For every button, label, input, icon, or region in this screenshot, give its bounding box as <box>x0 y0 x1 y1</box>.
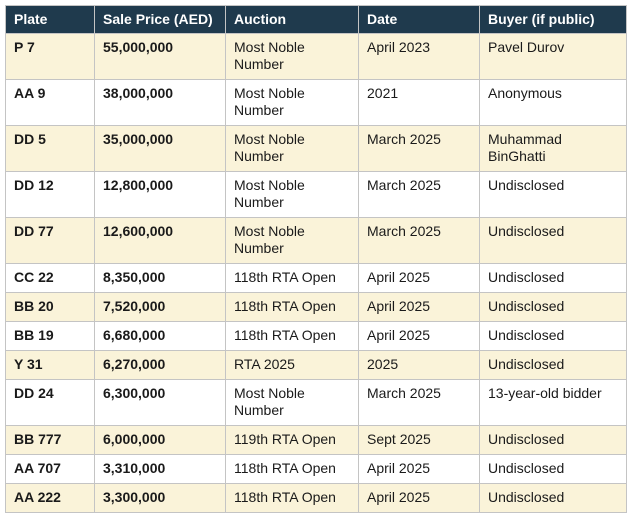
cell-price: 8,350,000 <box>94 263 226 293</box>
cell-auction: Most Noble Number <box>225 171 359 218</box>
cell-price: 6,680,000 <box>94 321 226 351</box>
cell-date: March 2025 <box>358 379 480 426</box>
table-row: AA 707 3,310,000 118th RTA Open April 20… <box>5 454 627 484</box>
cell-price: 6,270,000 <box>94 350 226 380</box>
cell-auction: 119th RTA Open <box>225 425 359 455</box>
cell-plate: DD 24 <box>5 379 95 426</box>
column-header-plate: Plate <box>5 5 95 34</box>
cell-price: 12,600,000 <box>94 217 226 264</box>
cell-date: April 2025 <box>358 454 480 484</box>
cell-date: 2025 <box>358 350 480 380</box>
cell-price: 55,000,000 <box>94 33 226 80</box>
cell-date: 2021 <box>358 79 480 126</box>
table-row: BB 19 6,680,000 118th RTA Open April 202… <box>5 321 627 351</box>
cell-auction: 118th RTA Open <box>225 483 359 513</box>
table-row: DD 5 35,000,000 Most Noble Number March … <box>5 125 627 172</box>
column-header-price: Sale Price (AED) <box>94 5 226 34</box>
cell-auction: 118th RTA Open <box>225 321 359 351</box>
cell-plate: DD 5 <box>5 125 95 172</box>
cell-price: 3,300,000 <box>94 483 226 513</box>
cell-date: April 2025 <box>358 321 480 351</box>
cell-auction: Most Noble Number <box>225 379 359 426</box>
cell-plate: AA 222 <box>5 483 95 513</box>
cell-plate: Y 31 <box>5 350 95 380</box>
cell-buyer: 13-year-old bidder <box>479 379 627 426</box>
cell-price: 35,000,000 <box>94 125 226 172</box>
cell-buyer: Pavel Durov <box>479 33 627 80</box>
table-row: BB 777 6,000,000 119th RTA Open Sept 202… <box>5 425 627 455</box>
column-header-buyer: Buyer (if public) <box>479 5 627 34</box>
cell-buyer: Undisclosed <box>479 217 627 264</box>
cell-buyer: Undisclosed <box>479 425 627 455</box>
cell-plate: CC 22 <box>5 263 95 293</box>
cell-date: April 2025 <box>358 263 480 293</box>
plate-sales-table: Plate Sale Price (AED) Auction Date Buye… <box>5 5 627 513</box>
cell-date: March 2025 <box>358 171 480 218</box>
cell-price: 6,300,000 <box>94 379 226 426</box>
column-header-date: Date <box>358 5 480 34</box>
cell-date: Sept 2025 <box>358 425 480 455</box>
cell-buyer: Muhammad BinGhatti <box>479 125 627 172</box>
table-row: CC 22 8,350,000 118th RTA Open April 202… <box>5 263 627 293</box>
cell-buyer: Undisclosed <box>479 263 627 293</box>
cell-date: April 2025 <box>358 483 480 513</box>
table-row: AA 9 38,000,000 Most Noble Number 2021 A… <box>5 79 627 126</box>
cell-plate: DD 77 <box>5 217 95 264</box>
cell-plate: AA 9 <box>5 79 95 126</box>
table-row: AA 222 3,300,000 118th RTA Open April 20… <box>5 483 627 513</box>
cell-plate: AA 707 <box>5 454 95 484</box>
table-row: P 7 55,000,000 Most Noble Number April 2… <box>5 33 627 80</box>
table-row: Y 31 6,270,000 RTA 2025 2025 Undisclosed <box>5 350 627 380</box>
cell-plate: DD 12 <box>5 171 95 218</box>
cell-buyer: Undisclosed <box>479 321 627 351</box>
cell-plate: BB 777 <box>5 425 95 455</box>
plate-sales-table-container: Plate Sale Price (AED) Auction Date Buye… <box>5 5 627 513</box>
table-header: Plate Sale Price (AED) Auction Date Buye… <box>5 5 627 34</box>
cell-plate: BB 20 <box>5 292 95 322</box>
table-row: BB 20 7,520,000 118th RTA Open April 202… <box>5 292 627 322</box>
cell-auction: 118th RTA Open <box>225 292 359 322</box>
cell-date: April 2023 <box>358 33 480 80</box>
cell-auction: Most Noble Number <box>225 79 359 126</box>
cell-auction: 118th RTA Open <box>225 454 359 484</box>
table-body: P 7 55,000,000 Most Noble Number April 2… <box>5 33 627 513</box>
cell-date: March 2025 <box>358 217 480 264</box>
cell-auction: Most Noble Number <box>225 33 359 80</box>
cell-date: March 2025 <box>358 125 480 172</box>
cell-buyer: Undisclosed <box>479 171 627 218</box>
cell-buyer: Undisclosed <box>479 454 627 484</box>
cell-buyer: Undisclosed <box>479 483 627 513</box>
cell-plate: BB 19 <box>5 321 95 351</box>
cell-auction: RTA 2025 <box>225 350 359 380</box>
cell-plate: P 7 <box>5 33 95 80</box>
cell-buyer: Anonymous <box>479 79 627 126</box>
cell-auction: Most Noble Number <box>225 217 359 264</box>
cell-buyer: Undisclosed <box>479 292 627 322</box>
column-header-auction: Auction <box>225 5 359 34</box>
table-row: DD 24 6,300,000 Most Noble Number March … <box>5 379 627 426</box>
table-row: DD 12 12,800,000 Most Noble Number March… <box>5 171 627 218</box>
cell-price: 6,000,000 <box>94 425 226 455</box>
table-row: DD 77 12,600,000 Most Noble Number March… <box>5 217 627 264</box>
cell-price: 38,000,000 <box>94 79 226 126</box>
cell-auction: Most Noble Number <box>225 125 359 172</box>
header-row: Plate Sale Price (AED) Auction Date Buye… <box>5 5 627 34</box>
cell-price: 7,520,000 <box>94 292 226 322</box>
cell-price: 12,800,000 <box>94 171 226 218</box>
cell-price: 3,310,000 <box>94 454 226 484</box>
cell-auction: 118th RTA Open <box>225 263 359 293</box>
cell-date: April 2025 <box>358 292 480 322</box>
cell-buyer: Undisclosed <box>479 350 627 380</box>
